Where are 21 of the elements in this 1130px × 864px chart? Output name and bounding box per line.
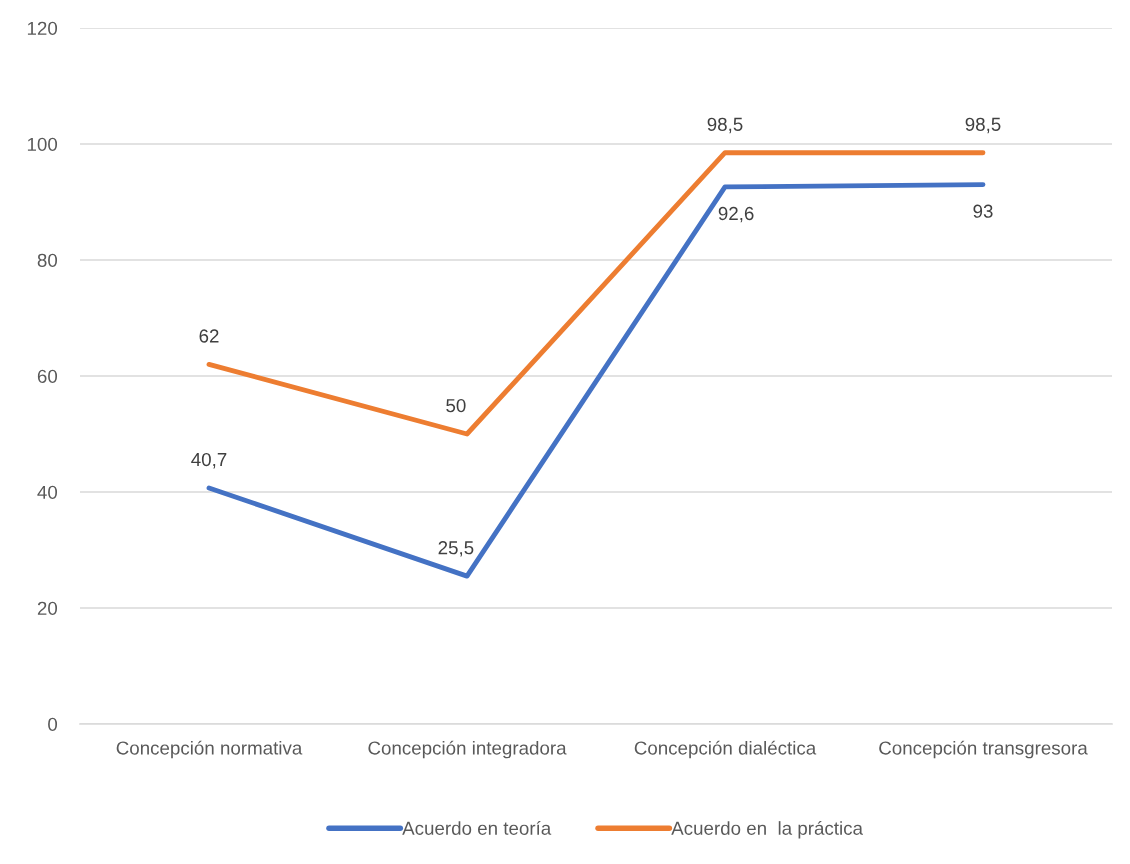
x-tick-label: Concepción dialéctica xyxy=(634,740,817,759)
x-tick-label: Concepción integradora xyxy=(368,740,567,759)
legend-label: Acuerdo en la práctica xyxy=(671,820,863,839)
y-tick-label: 100 xyxy=(27,137,58,151)
data-label: 40,7 xyxy=(191,452,227,469)
data-label: 98,5 xyxy=(965,117,1001,134)
y-tick-label: 80 xyxy=(37,253,58,267)
data-label: 62 xyxy=(199,329,219,343)
y-tick-label: 0 xyxy=(48,717,58,731)
x-tick-label: Concepción transgresora xyxy=(879,740,1088,759)
data-label: 25,5 xyxy=(438,541,474,557)
y-tick-label: 60 xyxy=(37,369,58,383)
y-tick-label: 20 xyxy=(37,601,58,615)
data-label: 98,5 xyxy=(707,117,743,134)
y-tick-label: 40 xyxy=(37,485,58,499)
x-tick-label: Concepción normativa xyxy=(116,740,303,759)
legend-label: Acuerdo en teoría xyxy=(402,820,552,835)
data-label: 92,6 xyxy=(718,206,754,223)
data-label: 50 xyxy=(446,398,466,413)
data-label: 93 xyxy=(973,204,993,218)
y-tick-label: 120 xyxy=(27,21,58,35)
